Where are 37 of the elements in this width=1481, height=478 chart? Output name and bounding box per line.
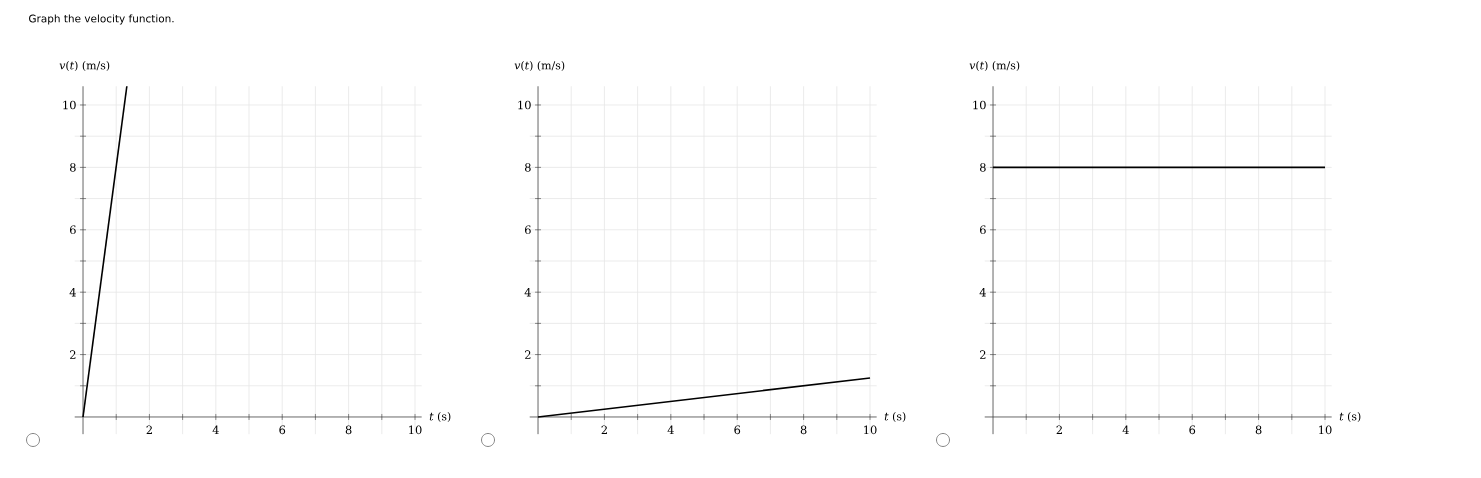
x-tick-label: 8 [1255, 425, 1262, 435]
y-tick-label: 6 [69, 225, 76, 235]
y-tick-label: 6 [979, 225, 986, 235]
y-axis-title: v(t) (m/s) [969, 60, 1020, 71]
chart-title: Graph the velocity function. [29, 14, 174, 25]
y-axis-title: v(t) (m/s) [59, 60, 110, 71]
y-tick-label: 8 [979, 163, 986, 172]
x-tick-label: 4 [212, 425, 219, 435]
y-tick-label: 10 [63, 100, 76, 110]
y-tick-label: 6 [524, 225, 531, 235]
x-tick-label: 4 [667, 425, 674, 435]
x-tick-label: 4 [1122, 425, 1129, 435]
y-tick-label: 8 [69, 163, 76, 172]
y-tick-label: 2 [524, 350, 531, 359]
y-tick-label: 2 [69, 350, 76, 359]
x-tick-label: 8 [345, 425, 352, 435]
y-tick-label: 8 [524, 163, 531, 172]
y-tick-label: 2 [979, 350, 986, 359]
y-axis-title: v(t) (m/s) [514, 60, 565, 71]
x-axis-title: t (s) [1339, 411, 1361, 422]
y-tick-label: 10 [973, 100, 986, 110]
x-tick-label: 6 [734, 425, 741, 435]
x-tick-label: 2 [601, 425, 607, 435]
y-tick-label: 4 [524, 287, 531, 297]
x-tick-label: 10 [1319, 425, 1332, 435]
x-tick-label: 2 [146, 425, 152, 435]
x-tick-label: 6 [1189, 425, 1196, 435]
x-tick-label: 10 [409, 425, 422, 435]
x-tick-label: 10 [864, 425, 877, 435]
x-axis-title: t (s) [429, 411, 451, 422]
x-tick-label: 8 [800, 425, 807, 435]
x-tick-label: 2 [1056, 425, 1062, 435]
y-tick-label: 10 [518, 100, 531, 110]
x-tick-label: 6 [279, 425, 286, 435]
y-tick-label: 4 [69, 287, 76, 297]
x-axis-title: t (s) [884, 411, 906, 422]
y-tick-label: 4 [979, 287, 986, 297]
